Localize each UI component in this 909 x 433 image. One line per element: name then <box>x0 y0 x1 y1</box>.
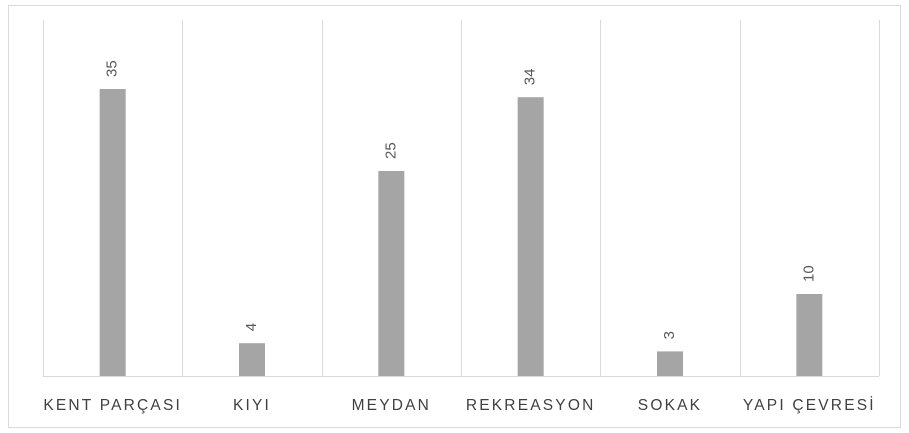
bar-kent-parçasi <box>99 88 126 376</box>
x-tick-label: KENT PARÇASI <box>43 397 182 414</box>
data-label: 10 <box>800 265 817 282</box>
category-dividers <box>43 20 880 376</box>
bar-rekreasyon <box>517 97 544 377</box>
x-tick-label: MEYDAN <box>352 397 432 414</box>
x-tick-label: REKREASYON <box>466 397 596 414</box>
data-labels: 35 4 25 34 3 10 <box>104 60 818 339</box>
data-label: 3 <box>661 331 678 339</box>
bar-yapi-çevresi̇ <box>796 293 823 376</box>
bar-series <box>99 88 823 377</box>
bar-sokak <box>657 351 683 376</box>
x-tick-label: YAPI ÇEVRESİ <box>743 396 876 414</box>
chart-area <box>8 5 901 428</box>
bar-kiyi <box>239 343 265 376</box>
bar-meydan <box>378 170 405 376</box>
data-label: 4 <box>243 323 260 331</box>
data-label: 34 <box>522 69 539 86</box>
x-tick-label: SOKAK <box>638 397 702 414</box>
x-tick-label: KIYI <box>233 397 271 414</box>
x-axis-tick-labels: KENT PARÇASI KIYI MEYDAN REKREASYON SOKAK YAP… <box>43 396 876 414</box>
data-label: 25 <box>382 142 399 159</box>
data-label: 35 <box>104 60 121 77</box>
